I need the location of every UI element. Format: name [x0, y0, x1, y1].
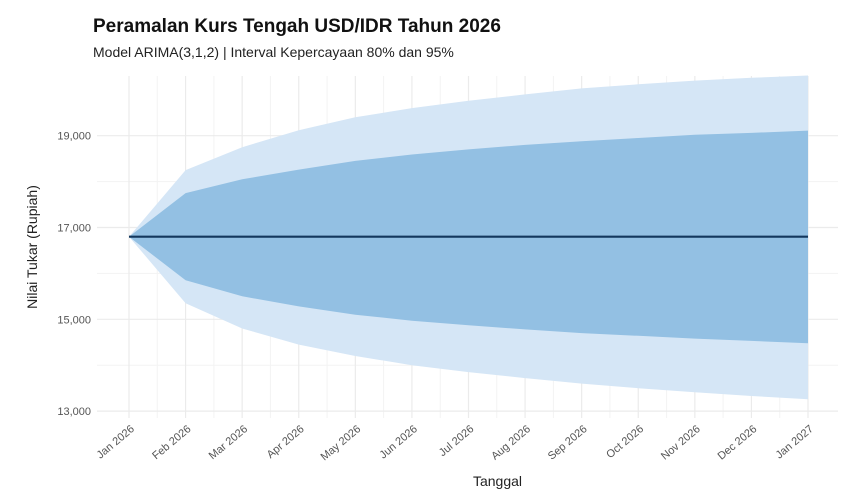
chart-subtitle: Model ARIMA(3,1,2) | Interval Kepercayaa… — [93, 44, 454, 60]
y-tick-label: 19,000 — [57, 131, 91, 143]
y-tick-label: 13,000 — [57, 406, 91, 418]
y-tick-label: 17,000 — [57, 222, 91, 234]
x-tick-label: Aug 2026 — [489, 423, 533, 462]
x-tick-label: Sep 2026 — [546, 423, 590, 462]
x-axis-title: Tanggal — [473, 473, 522, 489]
x-tick-label: Feb 2026 — [150, 423, 193, 462]
x-tick-label: Jul 2026 — [437, 423, 477, 459]
x-tick-label: Jan 2027 — [774, 423, 816, 461]
x-tick-label: Jan 2026 — [95, 423, 137, 461]
x-tick-label: Apr 2026 — [265, 423, 307, 461]
y-axis-title: Nilai Tukar (Rupiah) — [24, 185, 40, 309]
x-tick-label: Nov 2026 — [659, 423, 703, 462]
y-tick-label: 15,000 — [57, 314, 91, 326]
x-tick-label: Oct 2026 — [604, 423, 646, 461]
x-tick-label: Jun 2026 — [377, 423, 419, 461]
x-tick-label: Dec 2026 — [716, 423, 760, 462]
x-tick-label: Mar 2026 — [207, 423, 250, 462]
x-tick-label: May 2026 — [319, 423, 364, 463]
chart-title: Peramalan Kurs Tengah USD/IDR Tahun 2026 — [93, 16, 501, 37]
